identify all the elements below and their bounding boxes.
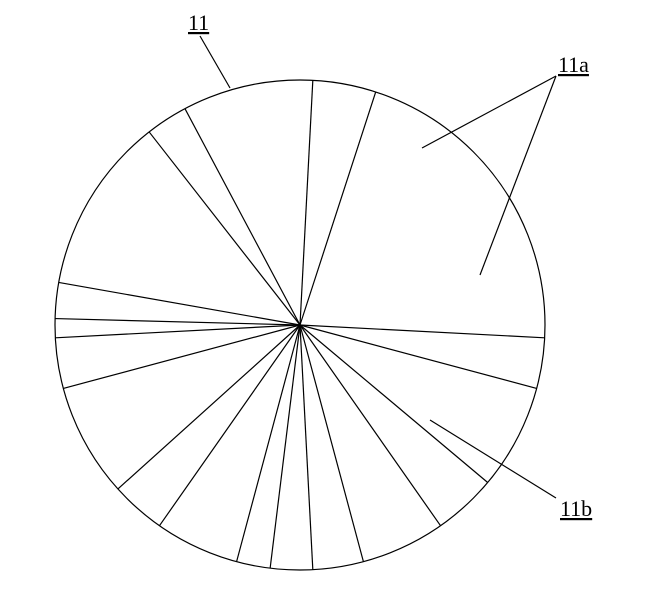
leader-a [422, 76, 556, 148]
wedge-edge [59, 282, 300, 325]
label-11a: 11a [558, 52, 589, 77]
label-11: 11 [188, 10, 209, 35]
wedge-edge [300, 325, 313, 570]
wedge-edge [55, 325, 300, 338]
wedge-edge [300, 92, 376, 325]
wedge-edge [300, 325, 363, 562]
leader-b [430, 420, 556, 498]
wedge-edge [149, 132, 300, 325]
label-11b: 11b [560, 496, 592, 521]
wedge-edge [300, 325, 545, 338]
wedge-disc-diagram: 11 11a 11b [0, 0, 648, 600]
wedge-edge [237, 325, 300, 562]
wedge-edge [185, 109, 300, 325]
wedge-edge [300, 325, 537, 388]
leader-main [200, 36, 230, 88]
wedge-edge [300, 80, 313, 325]
wedge-edge [55, 319, 300, 325]
leader-a [480, 76, 556, 275]
